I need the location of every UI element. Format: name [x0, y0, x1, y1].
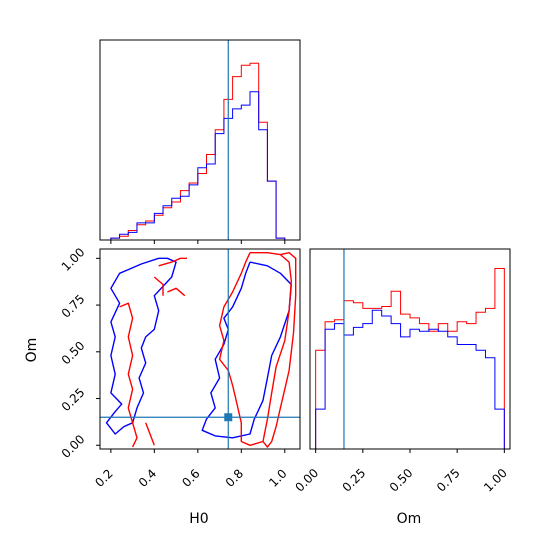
- y-tick-label-om: 1.00: [59, 245, 88, 274]
- y-tick-label-om: 0.00: [59, 432, 88, 461]
- x-tick-label-om: 0.75: [434, 466, 463, 495]
- contour-line-8: [145, 422, 155, 446]
- x-tick-label-om: 0.25: [340, 466, 369, 495]
- x-tick-label-h0: 0.6: [179, 466, 202, 489]
- contour-line-4: [158, 257, 187, 267]
- y-tick-label-om: 0.25: [59, 385, 88, 414]
- axes-frame-top-left: [99, 39, 301, 241]
- x-tick-label-h0: 0.4: [136, 466, 159, 489]
- om-histogram-panel: 0.00 0.25 0.50 0.75 1.00: [292, 248, 511, 495]
- x-axis-label-om: Om: [397, 511, 422, 527]
- histogram-h0-series-0: [110, 62, 286, 240]
- contour-line-5: [153, 276, 164, 296]
- h0-om-contour-panel: 0.2 0.4 0.6 0.8 1.0 0.00 0.25 0.50 0.75 1.00: [59, 245, 301, 490]
- contour-line-0: [105, 257, 177, 435]
- axes-frame-bottom-left: [99, 248, 301, 450]
- x-tick-label-om: 0.50: [387, 466, 416, 495]
- contour-line-6: [167, 287, 186, 297]
- truth-marker: [224, 413, 233, 422]
- h0-histogram-panel: [99, 39, 301, 244]
- axes-frame-bottom-right: [309, 248, 511, 450]
- x-tick-label-h0: 0.2: [92, 466, 115, 489]
- x-tick-label-om: 0.00: [292, 466, 321, 495]
- y-axis-label-om: Om: [24, 338, 40, 363]
- contour-line-2: [218, 252, 292, 446]
- y-tick-label-om: 0.75: [59, 292, 88, 321]
- y-tick-label-om: 0.50: [59, 339, 88, 368]
- x-axis-label-h0: H0: [189, 511, 208, 527]
- contour-line-3: [262, 252, 297, 448]
- contour-line-7: [119, 302, 138, 448]
- x-tick-label-h0: 1.0: [266, 466, 289, 489]
- x-tick-label-om: 1.00: [481, 466, 510, 495]
- contour-line-1: [201, 261, 292, 439]
- histogram-h0-series-1: [110, 91, 286, 240]
- x-tick-label-h0: 0.8: [223, 466, 246, 489]
